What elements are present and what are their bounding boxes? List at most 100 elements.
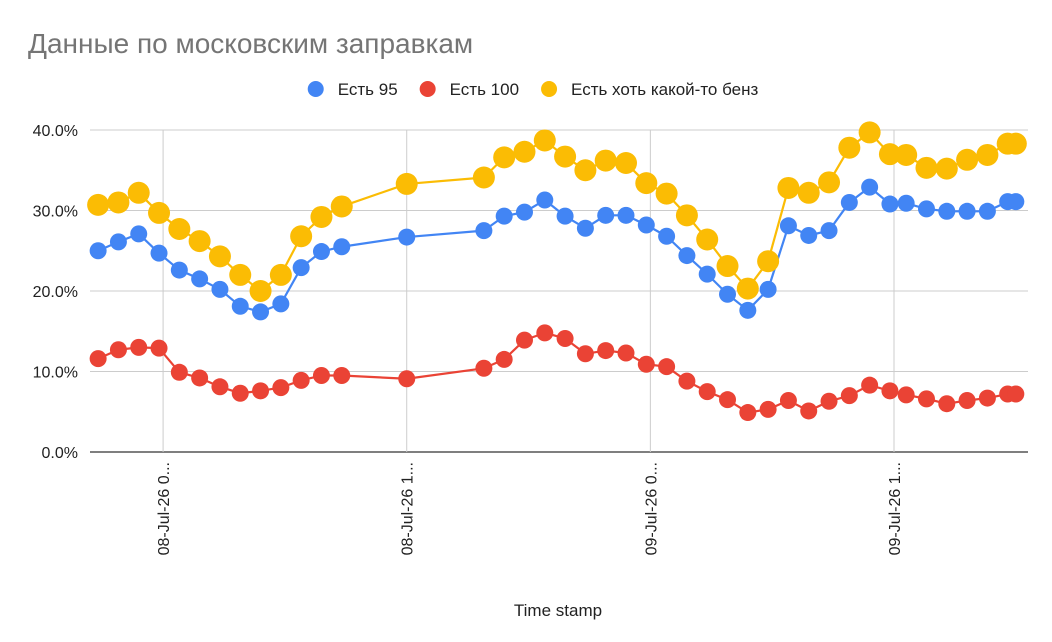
data-point xyxy=(698,265,716,283)
data-point xyxy=(878,143,901,166)
data-point xyxy=(858,121,881,144)
data-point xyxy=(536,191,554,209)
data-point xyxy=(333,367,351,385)
y-tick-label: 30.0% xyxy=(33,204,78,221)
data-point xyxy=(956,148,979,171)
data-point xyxy=(89,242,107,260)
data-point xyxy=(838,136,861,159)
data-point xyxy=(655,182,678,205)
data-point xyxy=(109,341,127,359)
x-tick-label: 09-Jul-26 0... xyxy=(643,462,660,555)
data-point xyxy=(130,225,148,243)
data-point xyxy=(736,277,759,300)
data-point xyxy=(211,280,229,298)
data-point xyxy=(513,140,536,163)
data-point xyxy=(556,329,574,347)
data-point xyxy=(87,193,110,216)
data-point xyxy=(597,342,615,360)
data-point xyxy=(976,143,999,166)
data-point xyxy=(333,238,351,256)
y-tick-label: 10.0% xyxy=(33,365,78,382)
data-point xyxy=(597,206,615,224)
data-point xyxy=(290,225,313,248)
data-point xyxy=(617,206,635,224)
data-point xyxy=(148,201,171,224)
data-point xyxy=(109,233,127,251)
data-point xyxy=(229,263,252,286)
data-point xyxy=(635,172,658,195)
data-point xyxy=(696,228,719,251)
data-point xyxy=(150,339,168,357)
legend-swatch xyxy=(419,81,436,97)
data-point xyxy=(168,218,191,241)
data-point xyxy=(150,244,168,262)
data-point xyxy=(170,261,188,279)
y-tick-label: 20.0% xyxy=(33,284,78,301)
data-point xyxy=(1004,132,1027,155)
data-point xyxy=(554,145,577,168)
data-point xyxy=(698,383,716,401)
data-point xyxy=(800,226,818,244)
data-point xyxy=(398,228,416,246)
series-line xyxy=(97,331,1016,414)
x-tick-label: 08-Jul-26 0... xyxy=(156,462,173,555)
data-point xyxy=(719,391,737,409)
data-point xyxy=(617,344,635,362)
data-point xyxy=(917,200,935,218)
data-point xyxy=(757,250,780,273)
data-point xyxy=(330,195,353,218)
x-tick-label: 09-Jul-26 1... xyxy=(887,462,904,555)
data-point xyxy=(658,227,676,245)
legend-label: Есть 95 xyxy=(338,80,398,99)
data-point xyxy=(249,280,272,302)
data-point xyxy=(938,395,956,413)
data-point xyxy=(208,245,231,268)
data-point xyxy=(759,400,777,418)
data-point xyxy=(1007,193,1025,211)
data-point xyxy=(515,203,533,221)
legend-item-1: Есть 95 xyxy=(307,80,398,99)
legend-swatch xyxy=(541,81,558,97)
data-point xyxy=(840,193,858,211)
data-point xyxy=(533,129,556,152)
x-axis: 08-Jul-26 0... 08-Jul-26 1... 09-Jul-26 0.… xyxy=(156,462,904,555)
data-point xyxy=(615,152,637,175)
data-point xyxy=(938,202,956,220)
data-point xyxy=(594,149,617,172)
data-point xyxy=(800,402,818,420)
data-point xyxy=(130,338,148,356)
data-point xyxy=(719,285,737,303)
data-point xyxy=(252,382,270,400)
data-point xyxy=(797,181,820,204)
data-point xyxy=(779,391,797,409)
data-point xyxy=(895,143,918,166)
data-point xyxy=(576,219,594,237)
data-point xyxy=(107,191,130,214)
data-point xyxy=(1007,385,1025,403)
legend-label: Есть хоть какой-то бенз xyxy=(571,80,758,99)
data-point xyxy=(475,359,493,377)
data-point xyxy=(312,243,330,261)
data-point xyxy=(716,255,739,278)
data-point xyxy=(675,204,698,227)
data-point xyxy=(759,280,777,298)
data-point xyxy=(231,297,249,315)
data-point xyxy=(252,303,270,321)
legend-item-2: Есть 100 xyxy=(419,80,519,99)
legend-item-3: Есть хоть какой-то бенз xyxy=(541,80,758,99)
data-point xyxy=(897,386,915,404)
data-point xyxy=(818,171,841,194)
data-point xyxy=(395,172,418,195)
data-point xyxy=(272,379,290,397)
data-point xyxy=(191,270,209,288)
data-point xyxy=(272,295,290,313)
data-point xyxy=(897,194,915,212)
data-point xyxy=(840,387,858,405)
data-point xyxy=(515,331,533,349)
legend: Есть 95 Есть 100 Есть хоть какой-то бенз xyxy=(307,80,758,99)
data-point xyxy=(495,350,513,368)
x-tick-label: 08-Jul-26 1... xyxy=(400,462,417,555)
data-point xyxy=(191,369,209,387)
data-point xyxy=(637,216,655,234)
